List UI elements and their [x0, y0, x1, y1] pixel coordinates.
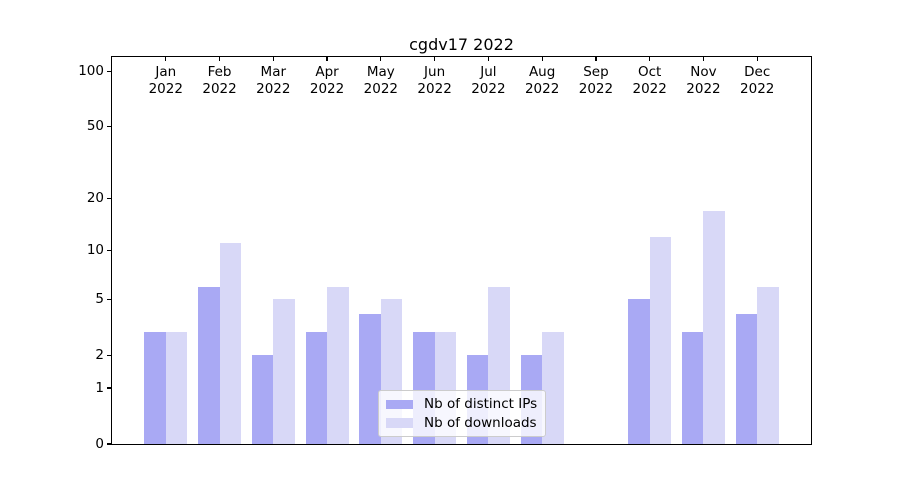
x-tick-apr	[326, 57, 328, 61]
x-tick-label-month-feb: Feb	[207, 64, 232, 80]
x-tick-label-may: May 2022	[364, 64, 398, 97]
x-tick-label-oct: Oct 2022	[633, 64, 667, 97]
x-tick-sep	[595, 57, 597, 61]
legend-label-downloads: Nb of downloads	[424, 414, 537, 431]
y-tick-label-10: 10	[86, 242, 104, 258]
x-tick-label-year-mar: 2022	[256, 80, 291, 97]
x-tick-label-year-apr: 2022	[309, 80, 345, 97]
x-tick-label-month-sep: Sep	[583, 64, 609, 80]
x-tick-label-month-jul: Jul	[480, 64, 497, 80]
x-tick-label-dec: Dec 2022	[740, 64, 774, 97]
x-tick-label-jul: Jul 2022	[471, 64, 505, 97]
y-tick-label-5: 5	[95, 290, 104, 307]
x-tick-label-sep: Sep 2022	[579, 64, 613, 97]
x-tick-label-year-jul: 2022	[471, 80, 506, 97]
bar-downloads-oct	[649, 237, 672, 444]
chart-title: cgdv17 2022	[409, 35, 514, 54]
y-tick-label-50: 50	[86, 118, 104, 135]
bar-downloads-mar	[273, 299, 295, 444]
x-tick-label-year-sep: 2022	[578, 80, 614, 97]
x-tick-jul	[487, 57, 489, 61]
x-tick-dec	[756, 57, 758, 61]
y-tick-2	[107, 354, 111, 356]
bar-ips-oct	[628, 299, 650, 444]
x-tick-label-mar: Mar 2022	[256, 64, 290, 97]
y-tick-0	[107, 443, 111, 445]
x-tick-label-month-may: May	[366, 64, 395, 80]
x-tick-label-nov: Nov 2022	[686, 64, 720, 97]
y-tick-100	[107, 70, 111, 73]
x-tick-feb	[218, 57, 221, 61]
legend-swatch-downloads	[386, 418, 413, 428]
x-tick-aug	[541, 57, 543, 61]
y-tick-label-2: 2	[95, 346, 104, 363]
bar-downloads-apr	[327, 286, 349, 444]
y-tick-label-0: 0	[95, 435, 104, 452]
x-tick-label-jan: Jan 2022	[149, 64, 183, 97]
x-tick-label-year-oct: 2022	[632, 80, 667, 97]
x-tick-label-month-jan: Jan	[155, 64, 177, 80]
bar-downloads-jan	[165, 332, 188, 444]
x-tick-label-month-jun: Jun	[424, 64, 446, 80]
x-tick-label-year-jan: 2022	[148, 80, 183, 97]
x-tick-label-year-jun: 2022	[417, 80, 452, 97]
bar-ips-jan	[144, 332, 166, 444]
x-tick-label-year-nov: 2022	[686, 80, 721, 97]
x-tick-may	[380, 57, 382, 61]
x-tick-label-month-apr: Apr	[315, 64, 339, 80]
bar-ips-mar	[251, 355, 274, 444]
legend-item-downloads: Nb of downloads	[386, 415, 538, 431]
legend-label-distinct-ips: Nb of distinct IPs	[424, 396, 538, 413]
bar-downloads-feb	[219, 243, 242, 444]
x-tick-nov	[702, 57, 705, 61]
x-tick-label-month-mar: Mar	[260, 64, 287, 80]
bar-ips-nov	[681, 332, 704, 444]
bar-ips-apr	[305, 332, 328, 444]
x-tick-label-year-may: 2022	[363, 80, 399, 97]
bar-ips-dec	[735, 314, 758, 444]
x-tick-label-year-feb: 2022	[202, 80, 237, 97]
x-tick-label-month-oct: Oct	[638, 64, 662, 80]
x-tick-label-year-dec: 2022	[740, 80, 775, 97]
y-tick-1	[107, 387, 111, 389]
y-tick-10	[107, 249, 111, 252]
x-tick-label-apr: Apr 2022	[310, 64, 344, 97]
y-tick-label-1: 1	[95, 379, 104, 396]
bar-ips-may	[359, 314, 381, 444]
x-tick-label-jun: Jun 2022	[417, 64, 451, 97]
bar-downloads-nov	[703, 210, 725, 444]
x-tick-label-aug: Aug 2022	[525, 64, 559, 97]
bar-downloads-aug	[542, 332, 564, 444]
y-tick-label-20: 20	[86, 189, 104, 206]
x-tick-mar	[272, 57, 274, 61]
x-tick-label-feb: Feb 2022	[202, 64, 236, 97]
x-tick-label-year-aug: 2022	[524, 80, 560, 97]
y-tick-label-100: 100	[78, 63, 104, 80]
bar-ips-feb	[198, 286, 220, 444]
x-tick-jun	[434, 57, 436, 61]
x-tick-oct	[649, 57, 651, 61]
legend-swatch-distinct-ips	[386, 399, 413, 409]
y-tick-50	[107, 126, 111, 128]
plot-area: 0 1 2 5 10 20 50 100 Jan 2022 Feb 2022 Mar 2022 Apr 20…	[78, 56, 812, 452]
x-tick-label-month-aug: Aug	[528, 64, 556, 80]
legend: Nb of distinct IPs Nb of downloads	[378, 390, 546, 437]
x-tick-label-month-dec: Dec	[744, 64, 771, 80]
legend-item-distinct-ips: Nb of distinct IPs	[386, 396, 538, 412]
x-tick-jan	[165, 57, 167, 61]
x-tick-label-month-nov: Nov	[690, 64, 717, 80]
y-tick-20	[107, 197, 111, 199]
bar-downloads-dec	[757, 286, 779, 444]
y-tick-5	[107, 298, 111, 300]
